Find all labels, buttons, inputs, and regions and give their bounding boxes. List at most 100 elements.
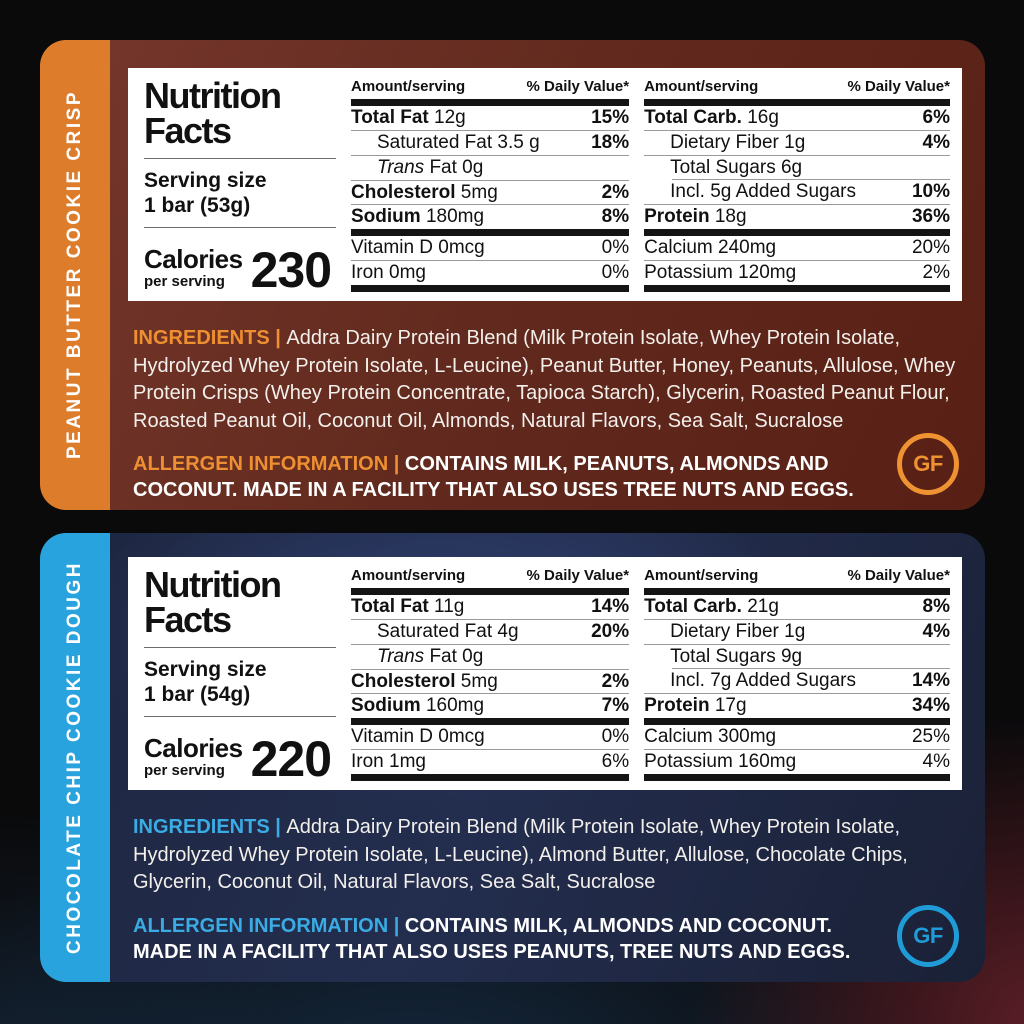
row-label: Total Sugars 9g xyxy=(670,646,803,667)
divider xyxy=(144,226,336,228)
nutrition-row: Trans Fat 0g xyxy=(351,154,630,180)
row-label: Calcium 240mg xyxy=(644,237,777,258)
nutrition-row: Cholesterol 5mg 2% xyxy=(351,668,630,694)
amount-serving-header: Amount/serving xyxy=(644,567,759,584)
nutrition-row: Total Carb. 21g 8% xyxy=(644,595,950,619)
nutrition-facts-panel: Nutrition Facts Serving size 1 bar (53g)… xyxy=(128,68,962,301)
row-label: Protein 18g xyxy=(644,206,747,227)
allergen-text: CONTAINS MILK, ALMONDS AND COCONUT. MADE… xyxy=(133,914,851,963)
row-value: 2% xyxy=(601,181,630,203)
ingredients-label: INGREDIENTS | xyxy=(133,816,287,838)
calories-label: Calories xyxy=(144,243,243,274)
serving-size-value: 1 bar (53g) xyxy=(144,193,251,217)
row-value: 36% xyxy=(911,206,950,227)
daily-value-header: % Daily Value* xyxy=(847,567,950,584)
thick-divider xyxy=(644,99,950,106)
gluten-free-badge-text: GF xyxy=(913,451,943,476)
allergen-label: ALLERGEN INFORMATION | xyxy=(133,453,405,476)
serving-size: Serving size 1 bar (53g) xyxy=(144,168,336,218)
nutrition-column-carbs: Amount/serving % Daily Value* Total Carb… xyxy=(644,76,950,292)
row-label: Protein 17g xyxy=(644,695,747,716)
thick-divider xyxy=(351,285,630,293)
row-label: Total Carb. 21g xyxy=(644,596,779,617)
nutrition-facts-left-column: Nutrition Facts Serving size 1 bar (54g)… xyxy=(144,565,336,784)
divider xyxy=(144,157,336,159)
nutrition-facts-panel: Nutrition Facts Serving size 1 bar (54g)… xyxy=(128,557,962,790)
nutrition-row: Incl. 7g Added Sugars 14% xyxy=(644,668,950,693)
calories-label-block: Calories per serving xyxy=(144,735,243,779)
daily-value-header: % Daily Value* xyxy=(847,78,950,95)
row-label: Incl. 5g Added Sugars xyxy=(670,181,857,202)
row-label: Incl. 7g Added Sugars xyxy=(670,670,857,691)
nutrition-row: Protein 18g 36% xyxy=(644,204,950,229)
nutrition-row: Total Fat 12g 15% xyxy=(351,106,629,130)
nutrition-row: Trans Fat 0g xyxy=(351,643,630,669)
allergen-label: ALLERGEN INFORMATION | xyxy=(133,914,405,937)
divider xyxy=(144,715,336,717)
column-header: Amount/serving % Daily Value* xyxy=(644,565,950,588)
nutrition-column-fats: Amount/serving % Daily Value* Total Fat … xyxy=(351,565,630,782)
title-line: Facts xyxy=(144,599,232,641)
row-label: Potassium 160mg xyxy=(644,751,797,772)
row-value: 2% xyxy=(601,670,630,692)
thick-divider xyxy=(351,229,630,237)
nutrition-row: Total Fat 11g 14% xyxy=(351,595,629,619)
row-label: Iron 1mg xyxy=(351,751,426,773)
calories-label-block: Calories per serving xyxy=(144,243,243,290)
row-value: 20% xyxy=(591,620,630,642)
row-label: Trans Fat 0g xyxy=(377,156,484,178)
row-label: Cholesterol 5mg xyxy=(351,181,498,203)
row-value: 0% xyxy=(601,726,630,748)
calories-subtext: per serving xyxy=(144,762,225,779)
allergen-section: ALLERGEN INFORMATION | CONTAINS MILK, AL… xyxy=(133,913,875,965)
serving-size: Serving size 1 bar (54g) xyxy=(144,657,336,707)
title-line: Nutrition xyxy=(144,75,282,116)
flavor-tab: PEANUT BUTTER COOKIE CRISP xyxy=(40,40,110,510)
ingredients-text: Addra Dairy Protein Blend (Milk Protein … xyxy=(133,816,908,894)
nutrition-row: Sodium 160mg 7% xyxy=(351,693,630,718)
amount-serving-header: Amount/serving xyxy=(644,78,759,95)
calories-row: Calories per serving 230 xyxy=(144,242,336,298)
nutrition-row: Incl. 5g Added Sugars 10% xyxy=(644,179,950,204)
nutrition-row: Calcium 240mg 20% xyxy=(644,236,950,260)
nutrition-row: Vitamin D 0mcg 0% xyxy=(351,236,629,260)
nutrition-row: Dietary Fiber 1g 4% xyxy=(644,130,950,155)
nutrition-row: Dietary Fiber 1g 4% xyxy=(644,619,950,644)
nutrition-row: Sodium 180mg 8% xyxy=(351,204,630,229)
nutrition-row: Total Carb. 16g 6% xyxy=(644,106,950,130)
row-label: Calcium 300mg xyxy=(644,726,777,747)
title-line: Facts xyxy=(144,110,232,152)
row-label: Vitamin D 0mcg xyxy=(351,726,485,748)
amount-serving-header: Amount/serving xyxy=(351,78,466,95)
row-label: Trans Fat 0g xyxy=(377,645,484,667)
nutrition-column-carbs: Amount/serving % Daily Value* Total Carb… xyxy=(644,565,950,781)
ingredients-section: INGREDIENTS | Addra Dairy Protein Blend … xyxy=(133,814,965,897)
nutrition-row: Total Sugars 6g xyxy=(644,155,950,180)
thick-divider xyxy=(351,718,630,726)
calories-row: Calories per serving 220 xyxy=(144,734,336,784)
row-label: Potassium 120mg xyxy=(644,262,797,283)
column-header: Amount/serving % Daily Value* xyxy=(351,565,629,588)
row-label: Total Fat 12g xyxy=(351,106,466,128)
row-value: 18% xyxy=(591,131,630,153)
thick-divider xyxy=(351,99,630,106)
product-card-chocolate-chip: CHOCOLATE CHIP COOKIE DOUGH Nutrition Fa… xyxy=(40,533,985,982)
serving-size-label: Serving size xyxy=(144,657,267,681)
allergen-section: ALLERGEN INFORMATION | CONTAINS MILK, PE… xyxy=(133,451,875,503)
row-value: 20% xyxy=(911,237,950,258)
nutrition-row: Saturated Fat 3.5 g 18% xyxy=(351,129,630,155)
calories-value: 230 xyxy=(250,242,332,298)
card-body: Nutrition Facts Serving size 1 bar (53g)… xyxy=(110,40,985,510)
nutrition-row: Iron 1mg 6% xyxy=(351,749,630,774)
gluten-free-badge-text: GF xyxy=(913,923,943,948)
nutrition-row: Cholesterol 5mg 2% xyxy=(351,179,630,205)
card-body: Nutrition Facts Serving size 1 bar (54g)… xyxy=(110,533,985,982)
row-label: Saturated Fat 4g xyxy=(377,620,519,642)
thick-divider xyxy=(644,229,950,236)
ingredients-section: INGREDIENTS | Addra Dairy Protein Blend … xyxy=(133,325,965,435)
nutrition-row: Calcium 300mg 25% xyxy=(644,725,950,749)
row-value: 34% xyxy=(911,695,950,716)
thick-divider xyxy=(644,588,950,595)
row-value: 4% xyxy=(922,751,950,772)
nutrition-row: Potassium 160mg 4% xyxy=(644,749,950,774)
